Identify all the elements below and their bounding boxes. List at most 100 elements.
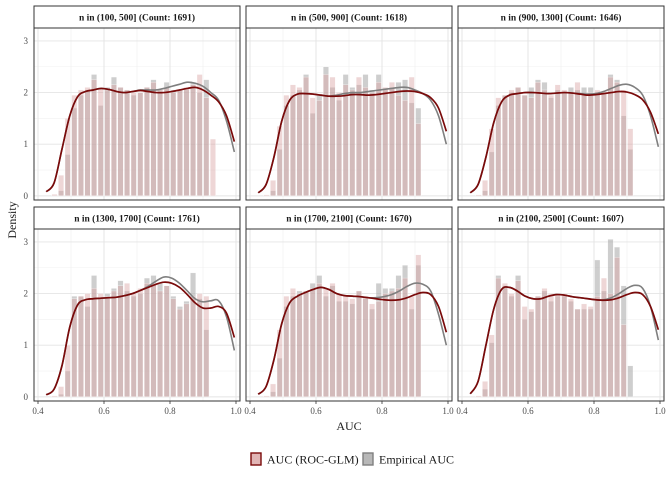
rocglm-hist-bar [183,303,190,398]
rocglm-hist-bar [614,257,620,398]
facet-panel: n in (1300, 1700] (Count: 1761) 0 1 2 3 0.4 0.… [24,206,242,416]
rocglm-hist-bar [541,288,548,398]
rocglm-hist-bar [190,295,196,398]
rocglm-density-line [469,286,660,395]
rocglm-hist-bar [408,295,415,398]
rocglm-hist-bar [356,290,362,398]
y-axis-title: Density [5,201,19,238]
rocglm-hist-bar [554,84,561,197]
rocglm-hist-bar [515,280,521,398]
facet-strip-label: n in (900, 1300] (Count: 1646) [501,13,622,24]
rocglm-density-line [469,90,660,194]
rocglm-hist-bar [607,76,614,197]
rocglm-hist-bar [535,82,541,197]
rocglm-hist-bar [124,89,130,197]
rocglm-hist-bar [170,92,177,197]
rocglm-hist-bar [488,334,495,398]
rocglm-hist-bar [144,283,150,398]
rocglm-hist-bar [402,100,408,197]
empirical-hist-bar [627,365,634,398]
rocglm-hist-bar [323,288,329,398]
rocglm-hist-bar [309,97,316,197]
rocglm-hist-bar [196,293,203,398]
x-tick-label: 0.8 [164,406,176,416]
rocglm-hist-bar [389,82,395,197]
rocglm-hist-bar [561,89,568,197]
rocglm-hist-bar [601,277,607,398]
rocglm-hist-bar [177,308,183,398]
x-tick-label: 0.4 [244,406,256,416]
rocglm-hist-bar [270,180,276,197]
rocglm-hist-bar [521,94,528,197]
x-tick-label: 0.4 [456,406,468,416]
rocglm-hist-bar [316,283,323,398]
y-tick-label: 1 [24,340,29,350]
rocglm-hist-bar [508,293,515,398]
rocglm-hist-bar [369,303,375,398]
rocglm-hist-bar [196,74,203,197]
y-tick-label: 1 [24,139,29,149]
rocglm-hist-bar [130,293,137,398]
rocglm-hist-bar [203,97,210,197]
rocglm-hist-bar [150,82,157,197]
rocglm-hist-bar [587,92,594,197]
rocglm-hist-bar [104,295,111,398]
rocglm-hist-bar [382,87,389,197]
x-tick-label: 0.4 [32,406,44,416]
rocglm-hist-bar [548,94,554,197]
rocglm-hist-bar [356,76,362,197]
panel-border [457,27,665,201]
rocglm-hist-bar [51,395,58,398]
facet-strip-label: n in (1300, 1700] (Count: 1761) [74,214,200,225]
rocglm-hist-bar [594,89,601,197]
panel-border [33,228,241,402]
facet-strip-label: n in (1700, 2100] (Count: 1670) [286,214,412,225]
rocglm-hist-bar [389,290,395,398]
rocglm-hist-bar [137,288,144,398]
rocglm-hist-bar [111,84,117,197]
x-tick-label: 0.8 [376,406,388,416]
rocglm-hist-bar [263,395,270,398]
rocglm-hist-bar [475,395,482,398]
rocglm-hist-bar [78,89,84,197]
rocglm-hist-bar [594,295,601,398]
x-tick-label: 0.8 [588,406,600,416]
panel-border [33,27,241,201]
rocglm-hist-bar [342,84,349,197]
legend-label: Empirical AUC [379,453,454,467]
rocglm-hist-bar [336,293,342,398]
facet-strip-label: n in (2100, 2500] (Count: 1607) [498,214,624,225]
rocglm-hist-bar [144,87,150,197]
rocglm-hist-bar [190,84,196,197]
rocglm-hist-bar [349,89,356,197]
rocglm-hist-bar [303,290,309,398]
rocglm-hist-bar [415,254,422,398]
rocglm-hist-bar [58,386,64,398]
rocglm-hist-bar [296,293,303,398]
legend-label: AUC (ROC-GLM) [267,453,359,467]
rocglm-hist-bar [502,94,508,197]
rocglm-hist-bar [58,175,64,197]
rocglm-hist-bar [375,301,382,398]
rocglm-hist-bar [150,283,157,398]
rocglm-hist-bar [627,128,634,197]
rocglm-hist-bar [521,306,528,398]
rocglm-hist-bar [78,295,84,398]
x-tick-label: 0.6 [310,406,322,416]
legend: AUC (ROC-GLM) Empirical AUC [250,452,454,467]
facet-strip-label: n in (500, 900] (Count: 1618) [291,13,407,24]
rocglm-hist-bar [581,94,587,197]
rocglm-hist-bar [296,87,303,197]
y-tick-label: 2 [24,88,29,98]
facet-panel: n in (500, 900] (Count: 1618) [245,5,453,201]
rocglm-hist-bar [124,283,130,398]
rocglm-hist-bar [84,87,91,197]
rocglm-hist-bar [117,87,124,197]
rocglm-hist-bar [170,298,177,398]
rocglm-density-line [257,286,448,395]
rocglm-hist-bar [283,295,290,398]
rocglm-hist-bar [91,288,97,398]
rocglm-hist-bar [561,293,568,398]
rocglm-hist-bar [157,89,163,197]
rocglm-hist-bar [183,87,190,197]
